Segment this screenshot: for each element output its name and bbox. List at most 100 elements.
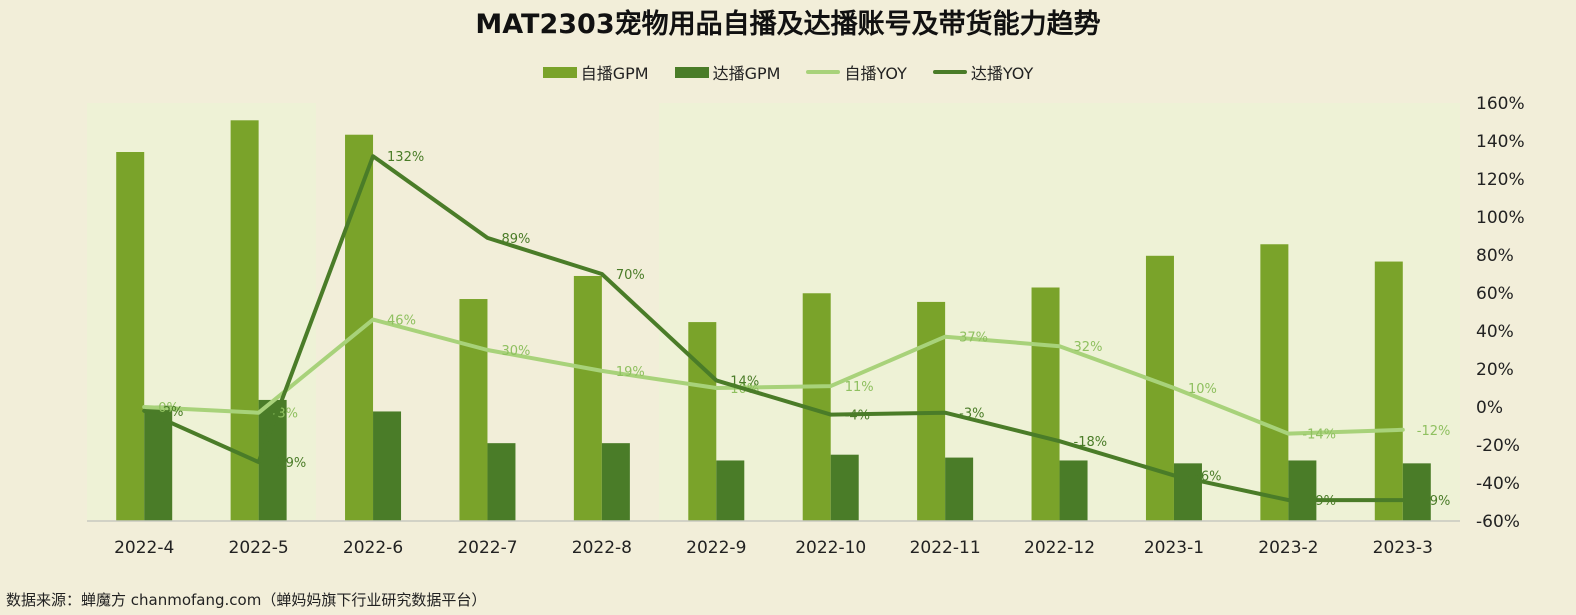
- y-tick-label: 20%: [1476, 360, 1514, 380]
- data-label-creator-yoy: 132%: [387, 150, 424, 165]
- point-self-yoy-2022-6: [371, 318, 375, 322]
- data-label-creator-yoy: 89%: [501, 232, 530, 247]
- point-self-yoy-2023-1: [1172, 386, 1176, 390]
- point-self-yoy-2022-7: [485, 348, 489, 352]
- y-tick-label: 120%: [1476, 170, 1525, 190]
- data-label-creator-yoy: 70%: [616, 268, 645, 283]
- line-self-yoy: [142, 317, 1405, 436]
- x-tick-label: 2022-5: [229, 538, 289, 558]
- data-label-creator-yoy: -36%: [1188, 469, 1222, 484]
- point-self-yoy-2022-9: [714, 386, 718, 390]
- point-creator-yoy-2023-3: [1401, 498, 1405, 502]
- y-tick-label: -20%: [1476, 436, 1520, 456]
- x-tick-label: 2023-2: [1258, 538, 1318, 558]
- point-creator-yoy-2022-6: [371, 154, 375, 158]
- point-creator-yoy-2023-2: [1286, 498, 1290, 502]
- y-tick-label: -40%: [1476, 474, 1520, 494]
- legend-item-creator-gpm[interactable]: 达播GPM: [674, 60, 781, 84]
- point-self-yoy-2023-3: [1401, 428, 1405, 432]
- bar-creator-gpm-2022-10: [830, 454, 859, 521]
- legend-label-creator-yoy: 达播YOY: [970, 64, 1034, 83]
- data-label-self-yoy: -12%: [1417, 424, 1451, 439]
- bar-self-gpm-2023-2: [1260, 244, 1289, 521]
- chart-legend: 自播GPM 达播GPM 自播YOY 达播YOY: [0, 60, 1576, 84]
- x-tick-label: 2022-6: [343, 538, 403, 558]
- data-label-self-yoy: 30%: [501, 344, 530, 359]
- data-label-creator-yoy: 14%: [730, 374, 759, 389]
- point-creator-yoy-2023-1: [1172, 473, 1176, 477]
- y-tick-label: 140%: [1476, 132, 1525, 152]
- point-self-yoy-2022-8: [600, 369, 604, 373]
- bar-creator-gpm-2022-8: [601, 443, 630, 521]
- point-creator-yoy-2022-4: [142, 409, 146, 413]
- legend-label-self-gpm: 自播GPM: [580, 64, 649, 83]
- point-creator-yoy-2022-10: [829, 413, 833, 417]
- bar-creator-gpm-2023-2: [1288, 460, 1317, 521]
- data-label-self-yoy: 0%: [158, 401, 179, 416]
- point-creator-yoy-2022-8: [600, 272, 604, 276]
- data-label-creator-yoy: -3%: [959, 407, 984, 422]
- bar-self-gpm-2022-8: [573, 275, 602, 521]
- point-creator-yoy-2022-9: [714, 378, 718, 382]
- data-label-self-yoy: 10%: [1188, 382, 1217, 397]
- bar-creator-gpm-2022-12: [1059, 460, 1088, 521]
- point-creator-yoy-2022-12: [1058, 439, 1062, 443]
- y-tick-label: 160%: [1476, 94, 1525, 114]
- y-tick-label: 100%: [1476, 208, 1525, 228]
- bar-self-gpm-2022-4: [116, 152, 145, 521]
- x-tick-label: 2022-7: [457, 538, 517, 558]
- data-label-creator-yoy: -4%: [845, 409, 870, 424]
- chart-title: MAT2303宠物用品自播及达播账号及带货能力趋势: [475, 9, 1101, 40]
- point-self-yoy-2022-10: [829, 384, 833, 388]
- point-self-yoy-2022-11: [943, 335, 947, 339]
- x-tick-label: 2022-9: [686, 538, 746, 558]
- bar-creator-gpm-2023-1: [1173, 463, 1202, 521]
- y-tick-label: 60%: [1476, 284, 1514, 304]
- data-label-creator-yoy: -49%: [1417, 494, 1451, 509]
- bar-self-gpm-2023-3: [1374, 261, 1403, 521]
- x-tick-label: 2023-3: [1373, 538, 1433, 558]
- y-tick-label: 0%: [1476, 398, 1503, 418]
- bar-creator-gpm-2022-9: [716, 460, 745, 521]
- source-note: 数据来源：蝉魔方 chanmofang.com（蝉妈妈旗下行业研究数据平台）: [6, 591, 487, 609]
- x-tick-label: 2022-8: [572, 538, 632, 558]
- data-label-creator-yoy: -29%: [273, 456, 307, 471]
- x-tick-label: 2023-1: [1144, 538, 1204, 558]
- legend-swatch-creator-gpm: [674, 66, 709, 78]
- bar-creator-gpm-2023-3: [1402, 463, 1431, 521]
- x-tick-label: 2022-10: [795, 538, 866, 558]
- legend-item-self-gpm[interactable]: 自播GPM: [542, 60, 649, 84]
- data-label-self-yoy: -14%: [1302, 428, 1336, 443]
- bar-self-gpm-2022-12: [1031, 287, 1060, 521]
- point-self-yoy-2023-2: [1286, 432, 1290, 436]
- legend-swatch-self-yoy: [806, 70, 841, 74]
- bar-creator-gpm-2022-7: [487, 443, 516, 521]
- point-creator-yoy-2022-7: [485, 236, 489, 240]
- data-label-self-yoy: 19%: [616, 365, 645, 380]
- legend-item-self-yoy[interactable]: 自播YOY: [806, 60, 907, 84]
- bar-self-gpm-2022-7: [459, 299, 488, 521]
- data-label-self-yoy: 32%: [1074, 340, 1103, 355]
- point-self-yoy-2022-12: [1058, 344, 1062, 348]
- point-creator-yoy-2022-5: [257, 460, 261, 464]
- x-tick-label: 2022-12: [1024, 538, 1095, 558]
- data-label-creator-yoy: -2%: [158, 405, 183, 420]
- legend-item-creator-yoy[interactable]: 达播YOY: [932, 60, 1034, 84]
- legend-swatch-self-gpm: [542, 66, 577, 78]
- data-label-creator-yoy: -49%: [1302, 494, 1336, 509]
- point-self-yoy-2022-5: [257, 411, 261, 415]
- data-label-self-yoy: 46%: [387, 314, 416, 329]
- y-tick-label: -60%: [1476, 512, 1520, 532]
- x-tick-label: 2022-11: [910, 538, 981, 558]
- x-tick-label: 2022-4: [114, 538, 174, 558]
- data-label-self-yoy: 37%: [959, 331, 988, 346]
- bar-creator-gpm-2022-6: [373, 411, 402, 521]
- y-tick-label: 80%: [1476, 246, 1514, 266]
- data-label-self-yoy: 11%: [845, 380, 874, 395]
- line-creator-yoy: [142, 154, 1405, 503]
- legend-label-self-yoy: 自播YOY: [844, 64, 907, 83]
- legend-label-creator-gpm: 达播GPM: [712, 64, 781, 83]
- point-creator-yoy-2022-11: [943, 411, 947, 415]
- bar-self-gpm-2022-9: [688, 322, 717, 521]
